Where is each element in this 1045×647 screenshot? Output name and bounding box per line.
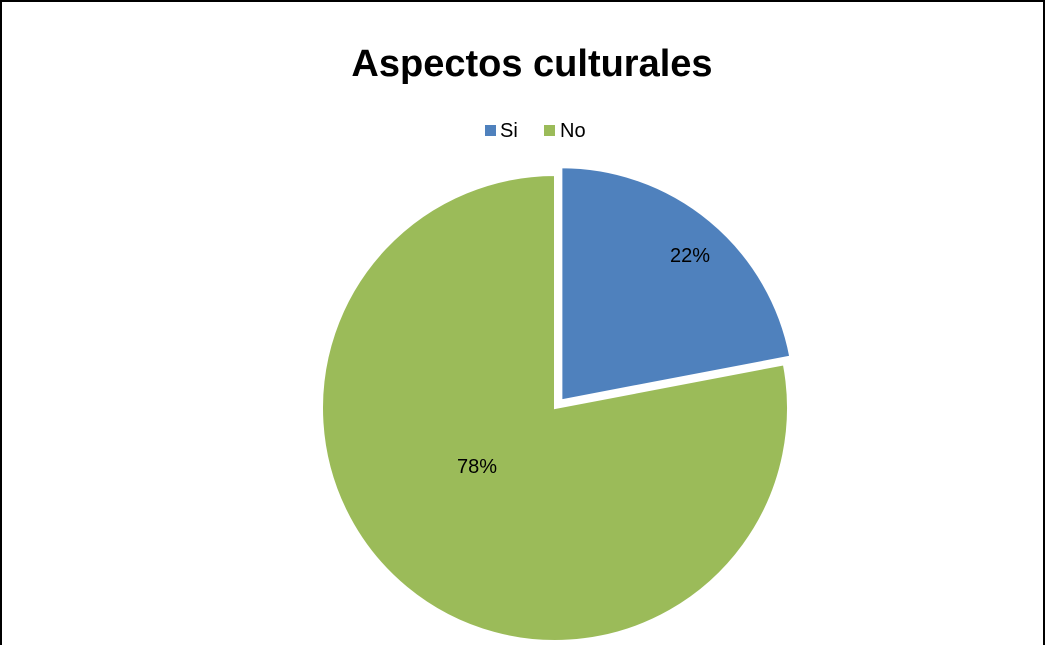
pie-slice-no bbox=[321, 173, 789, 642]
legend-swatch-no bbox=[544, 125, 555, 136]
legend-label-si: Si bbox=[500, 120, 518, 142]
data-label-si: 22% bbox=[670, 245, 710, 267]
legend-swatch-si bbox=[485, 125, 496, 136]
data-label-no: 78% bbox=[457, 456, 497, 478]
legend-label-no: No bbox=[560, 120, 586, 142]
pie-slice-si bbox=[560, 166, 792, 402]
legend: Si No bbox=[485, 120, 586, 142]
chart-title: Aspectos culturales bbox=[351, 43, 712, 85]
